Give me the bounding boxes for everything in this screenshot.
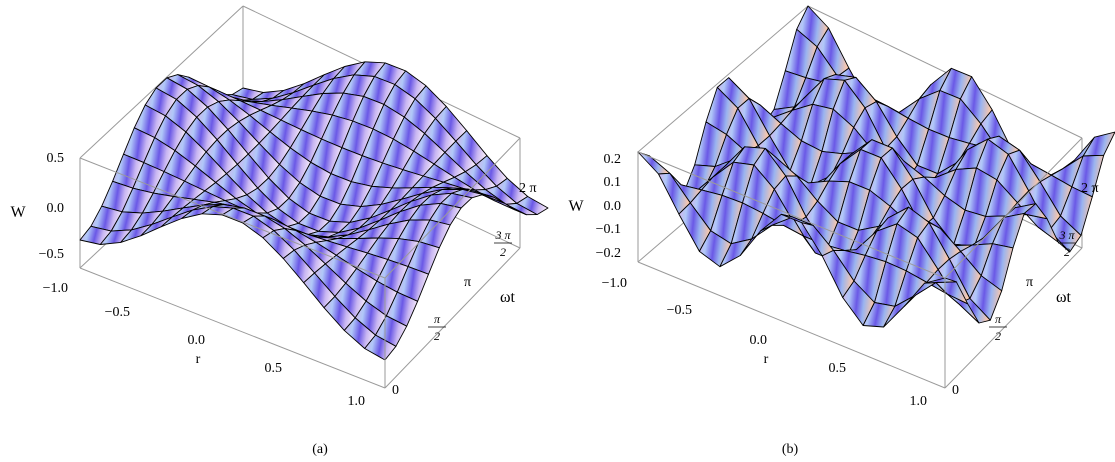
w-axis-label-b: W [568, 198, 584, 215]
wt-tick-numerator: π [434, 312, 441, 326]
surface-plot-b [637, 5, 1115, 389]
wt-tick-label: 2 π [1081, 181, 1099, 196]
w-tick-label: −0.1 [596, 222, 621, 237]
r-tick-label: −0.5 [667, 303, 692, 318]
r-tick-label: 0.0 [188, 333, 206, 348]
wt-tick-label: π [464, 275, 471, 290]
w-tick-label: 0.0 [604, 199, 622, 214]
box-front-edges [79, 137, 521, 388]
tick-labels-b: 0.20.10.0−0.1−0.2−1.0−0.50.00.51.00π2π3 … [596, 152, 1099, 409]
wt-tick-numerator: π [995, 312, 1002, 326]
wt-tick-denominator: 2 [434, 329, 440, 343]
r-axis-label-a: r [196, 352, 201, 367]
wt-tick-fraction: π2 [428, 312, 446, 343]
caption-b: (b) [782, 442, 799, 457]
wt-axis-label-a: ωt [500, 289, 516, 306]
wt-tick-label: 2 π [519, 181, 537, 196]
wt-tick-label: π [1026, 275, 1033, 290]
w-axis-label-a: W [10, 204, 26, 221]
wt-tick-numerator: 3 π [1058, 228, 1075, 242]
box-front-edges [637, 137, 1083, 388]
surface-plot-a [79, 5, 549, 389]
w-tick-label: −0.5 [39, 247, 64, 262]
surface-cell [364, 334, 397, 361]
r-tick-label: −1.0 [602, 276, 627, 291]
wt-tick-fraction: π2 [989, 312, 1007, 343]
wt-tick-label: 0 [392, 383, 399, 398]
wt-tick-denominator: 2 [995, 329, 1001, 343]
w-tick-label: 0.1 [604, 175, 622, 190]
surface-mesh [637, 5, 1115, 328]
w-tick-label: 0.2 [604, 152, 622, 167]
r-tick-label: 1.0 [348, 394, 366, 409]
wt-tick-denominator: 2 [500, 245, 506, 259]
w-tick-label: −0.2 [596, 246, 621, 261]
r-tick-label: −1.0 [43, 281, 68, 296]
r-tick-label: 0.5 [265, 361, 283, 376]
wt-axis-label-b: ωt [1056, 289, 1072, 306]
w-tick-label: 0.5 [47, 151, 65, 166]
surface-cell [924, 277, 957, 284]
r-tick-label: −0.5 [105, 305, 130, 320]
caption-a: (a) [312, 442, 328, 457]
r-tick-label: 0.5 [829, 361, 847, 376]
wt-tick-fraction: 3 π2 [494, 228, 512, 259]
r-tick-label: 0.0 [750, 333, 768, 348]
r-axis-label-b: r [764, 352, 769, 367]
r-tick-label: 1.0 [910, 394, 928, 409]
wt-tick-label: 0 [952, 383, 959, 398]
wt-tick-denominator: 2 [1064, 245, 1070, 259]
surface-mesh [79, 61, 549, 361]
w-tick-label: 0.0 [47, 201, 65, 216]
wt-tick-numerator: 3 π [494, 228, 511, 242]
wt-tick-fraction: 3 π2 [1058, 228, 1076, 259]
